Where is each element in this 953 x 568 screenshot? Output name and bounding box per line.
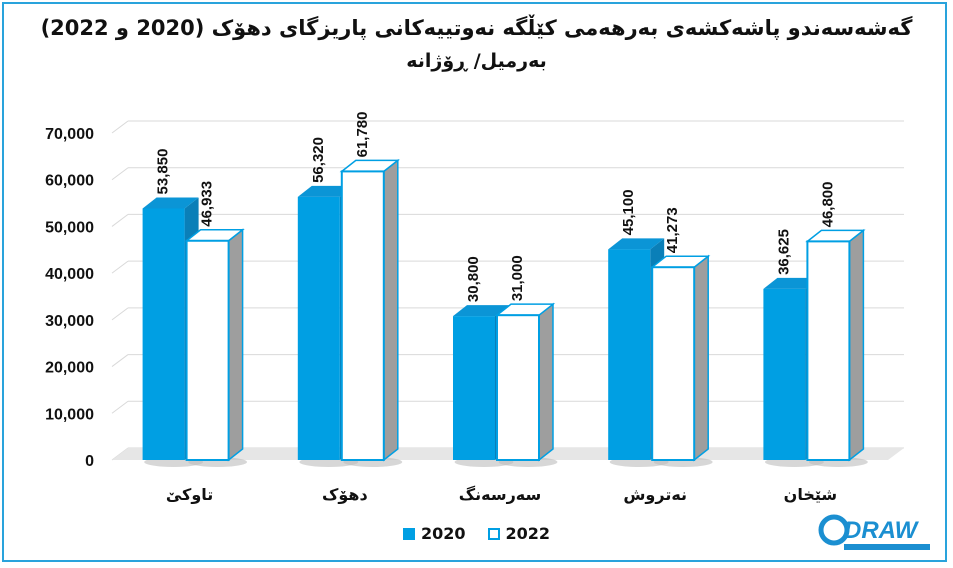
bar-top [142, 197, 199, 209]
legend: 2020 2022 [0, 524, 953, 543]
grid-depth-line [111, 400, 129, 414]
legend-label-2022: 2022 [505, 524, 551, 543]
data-label: 56,320 [310, 137, 327, 183]
y-tick-label: 0 [85, 453, 94, 470]
x-tick-label: دهۆک [322, 485, 368, 504]
bar [763, 288, 806, 460]
y-tick-label: 50,000 [45, 219, 94, 236]
data-label: 61,780 [354, 112, 371, 158]
grid-depth-line [111, 167, 129, 181]
bar [453, 316, 495, 460]
legend-label-2020: 2020 [420, 524, 466, 543]
x-tick-label: تاوکێ [166, 485, 213, 504]
bar-side [693, 254, 709, 462]
bar [806, 240, 851, 461]
bar-top [297, 185, 354, 197]
x-tick-label: سەرسەنگ [459, 485, 541, 504]
bar [651, 266, 696, 462]
y-tick-label: 60,000 [45, 173, 94, 190]
chart-subtitle: بەرمیل/ ڕۆژانە [406, 50, 547, 72]
bar-side [848, 228, 865, 462]
y-tick-label: 70,000 [45, 126, 94, 143]
grid-depth-line [111, 307, 129, 321]
bar [297, 196, 340, 460]
data-label: 46,933 [199, 181, 216, 227]
y-tick-label: 40,000 [45, 266, 94, 283]
data-label: 36,625 [775, 229, 792, 275]
legend-item-2022: 2022 [487, 524, 551, 543]
legend-swatch-2022 [487, 527, 500, 540]
x-tick-label: شێخان [784, 485, 837, 504]
data-label: 46,800 [819, 181, 836, 227]
y-tick-label: 20,000 [45, 360, 94, 377]
x-tick-label: نەتروش [623, 485, 687, 504]
grid-depth-line [111, 260, 129, 274]
data-label: 31,000 [509, 255, 526, 301]
bar-side [227, 228, 244, 462]
bar-top [453, 305, 509, 317]
data-label: 45,100 [620, 189, 637, 235]
chart-title: گەشەسەندو پاشەکشەی بەرهەمی کێڵگە نەوتییە… [40, 16, 913, 40]
logo-text: DRAW [844, 517, 920, 544]
legend-swatch-2020 [402, 527, 415, 540]
grid-depth-line [111, 214, 129, 227]
data-label: 53,850 [155, 149, 172, 195]
grid-depth-line [111, 354, 129, 367]
bar [496, 314, 540, 461]
grid-depth-line [111, 120, 129, 134]
bar [185, 239, 230, 461]
data-label: 41,273 [664, 207, 681, 253]
y-tick-label: 30,000 [45, 313, 94, 330]
legend-item-2020: 2020 [402, 524, 466, 543]
bar [340, 170, 385, 461]
bar-top [763, 277, 820, 289]
bar-side [538, 302, 554, 462]
draw-logo: DRAW [818, 508, 936, 554]
bar [142, 208, 185, 460]
bar [608, 249, 651, 460]
bar-side [383, 158, 399, 462]
data-label: 30,800 [465, 256, 482, 302]
bar-top [608, 238, 665, 250]
y-tick-label: 10,000 [45, 406, 94, 423]
